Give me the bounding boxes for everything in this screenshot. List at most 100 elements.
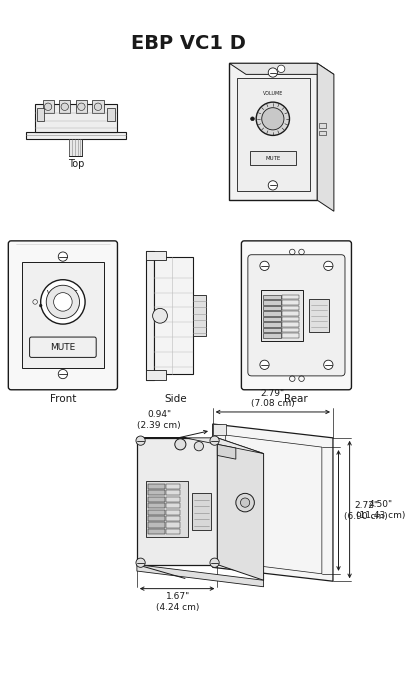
Polygon shape — [217, 444, 236, 459]
Bar — [319, 123, 326, 128]
Bar — [166, 522, 180, 528]
Bar — [282, 300, 299, 304]
Text: VOLUME: VOLUME — [263, 91, 283, 97]
Bar — [107, 108, 115, 120]
Polygon shape — [317, 63, 334, 211]
Bar — [282, 322, 299, 327]
Text: EBP VC1 D: EBP VC1 D — [131, 34, 246, 52]
Bar — [237, 78, 310, 191]
Circle shape — [240, 498, 250, 508]
Bar — [148, 490, 165, 495]
Circle shape — [61, 103, 69, 111]
Circle shape — [251, 117, 254, 120]
Bar — [263, 300, 281, 304]
Bar — [263, 322, 281, 327]
Bar — [263, 312, 281, 316]
Text: VOLUME: VOLUME — [47, 290, 79, 299]
Polygon shape — [229, 63, 334, 74]
Circle shape — [44, 103, 52, 111]
Bar — [282, 306, 299, 310]
Bar — [282, 295, 299, 299]
Circle shape — [260, 261, 269, 270]
Bar — [166, 490, 180, 495]
Bar — [146, 251, 153, 379]
Circle shape — [256, 102, 290, 135]
Polygon shape — [213, 424, 226, 435]
Text: 2.72"
(6.90 cm): 2.72" (6.90 cm) — [344, 501, 388, 521]
Polygon shape — [137, 565, 264, 587]
Circle shape — [39, 304, 42, 307]
Bar — [42, 100, 53, 113]
Bar — [282, 333, 299, 338]
Bar — [26, 132, 126, 139]
Circle shape — [58, 304, 60, 307]
Bar — [148, 516, 165, 521]
Bar — [282, 316, 299, 321]
Bar — [148, 503, 165, 508]
Bar — [93, 100, 104, 113]
Text: 1.67"
(4.24 cm): 1.67" (4.24 cm) — [156, 592, 199, 612]
Text: MUTE: MUTE — [265, 156, 280, 161]
Circle shape — [49, 304, 51, 307]
Bar — [263, 295, 281, 299]
Bar — [261, 290, 304, 341]
Bar — [146, 251, 166, 260]
Circle shape — [136, 558, 145, 567]
Polygon shape — [213, 424, 333, 581]
Bar — [69, 139, 82, 156]
Bar — [59, 100, 70, 113]
Polygon shape — [217, 438, 264, 580]
Circle shape — [324, 261, 333, 270]
Circle shape — [136, 436, 145, 445]
Circle shape — [76, 304, 79, 307]
Circle shape — [41, 280, 85, 324]
Bar — [148, 496, 165, 502]
Text: 0.94"
(2.39 cm): 0.94" (2.39 cm) — [137, 410, 181, 430]
Text: Side: Side — [164, 394, 187, 405]
Text: 2.79"
(7.08 cm): 2.79" (7.08 cm) — [251, 389, 295, 408]
Bar — [22, 262, 104, 368]
Text: Rear: Rear — [284, 394, 308, 405]
Bar — [153, 257, 193, 374]
Circle shape — [210, 558, 219, 567]
Circle shape — [268, 68, 277, 77]
Bar — [146, 482, 188, 537]
Bar — [250, 151, 296, 165]
Bar — [148, 522, 165, 528]
Circle shape — [53, 293, 72, 312]
Circle shape — [46, 286, 80, 318]
Bar — [263, 333, 281, 338]
FancyBboxPatch shape — [8, 241, 118, 390]
Circle shape — [324, 360, 333, 370]
Circle shape — [262, 108, 284, 130]
Bar — [263, 306, 281, 310]
Bar — [148, 529, 165, 534]
Text: Top: Top — [68, 160, 84, 169]
Bar — [166, 496, 180, 502]
Bar — [319, 131, 326, 135]
Circle shape — [260, 360, 269, 370]
Bar — [263, 316, 281, 321]
Text: Front: Front — [50, 394, 76, 405]
Text: MUTE: MUTE — [50, 343, 75, 351]
Circle shape — [94, 103, 102, 111]
Text: MUTE: MUTE — [161, 310, 165, 321]
Circle shape — [194, 442, 204, 451]
Bar — [76, 100, 87, 113]
Circle shape — [78, 103, 85, 111]
Bar — [166, 510, 180, 514]
FancyBboxPatch shape — [242, 241, 351, 390]
Circle shape — [153, 309, 167, 323]
FancyBboxPatch shape — [30, 337, 96, 358]
Bar — [282, 312, 299, 316]
Bar — [193, 494, 211, 531]
Bar — [166, 529, 180, 534]
Bar — [309, 299, 329, 332]
Bar — [166, 516, 180, 521]
Polygon shape — [137, 438, 217, 565]
Circle shape — [58, 370, 67, 379]
Circle shape — [67, 304, 70, 307]
Circle shape — [277, 65, 285, 73]
Bar — [37, 108, 44, 120]
Polygon shape — [229, 63, 317, 200]
